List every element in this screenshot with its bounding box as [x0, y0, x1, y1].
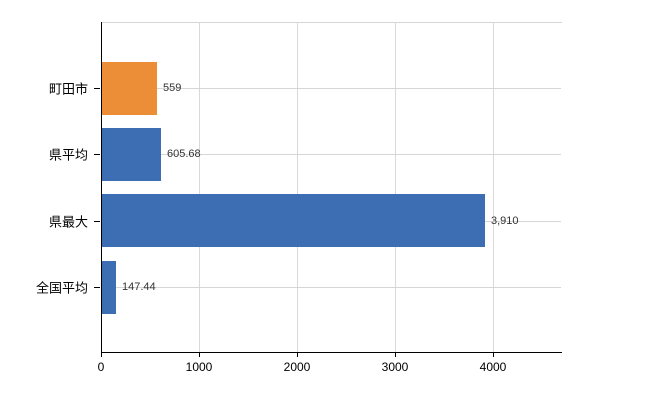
x-tick-label: 0	[97, 360, 105, 374]
y-tick-mark	[94, 88, 100, 89]
bar-2[interactable]	[102, 128, 161, 181]
category-label: 県最大	[48, 214, 88, 230]
x-tick-mark	[297, 353, 298, 357]
y-axis-line	[101, 22, 102, 353]
category-label: 全国平均	[35, 280, 88, 296]
y-gridline	[101, 154, 561, 155]
y-gridline	[101, 287, 561, 288]
x-tick-label: 3000	[381, 360, 409, 374]
x-tick-mark	[199, 353, 200, 357]
bar-value-label: 559	[163, 82, 182, 94]
x-tick-mark	[101, 353, 102, 357]
x-gridline	[395, 22, 396, 352]
y-tick-mark	[94, 221, 100, 222]
category-label: 県平均	[48, 147, 88, 163]
bar-4[interactable]	[102, 261, 116, 314]
y-tick-mark	[94, 287, 100, 288]
y-gridline	[101, 88, 561, 89]
bar-value-label: 605.68	[167, 148, 201, 160]
x-tick-label: 4000	[479, 360, 507, 374]
bar-1[interactable]	[102, 62, 157, 115]
x-tick-label: 1000	[185, 360, 213, 374]
bar-value-label: 3,910	[491, 215, 519, 227]
plot-top-border	[101, 22, 562, 23]
x-tick-mark	[395, 353, 396, 357]
x-gridline	[297, 22, 298, 352]
bar-3[interactable]	[102, 194, 485, 247]
bar-value-label: 147.44	[122, 281, 156, 293]
y-tick-mark	[94, 154, 100, 155]
x-gridline	[199, 22, 200, 352]
x-tick-mark	[493, 353, 494, 357]
x-axis-line	[101, 352, 562, 353]
x-gridline	[493, 22, 494, 352]
x-tick-label: 2000	[283, 360, 311, 374]
category-label: 町田市	[48, 81, 88, 97]
